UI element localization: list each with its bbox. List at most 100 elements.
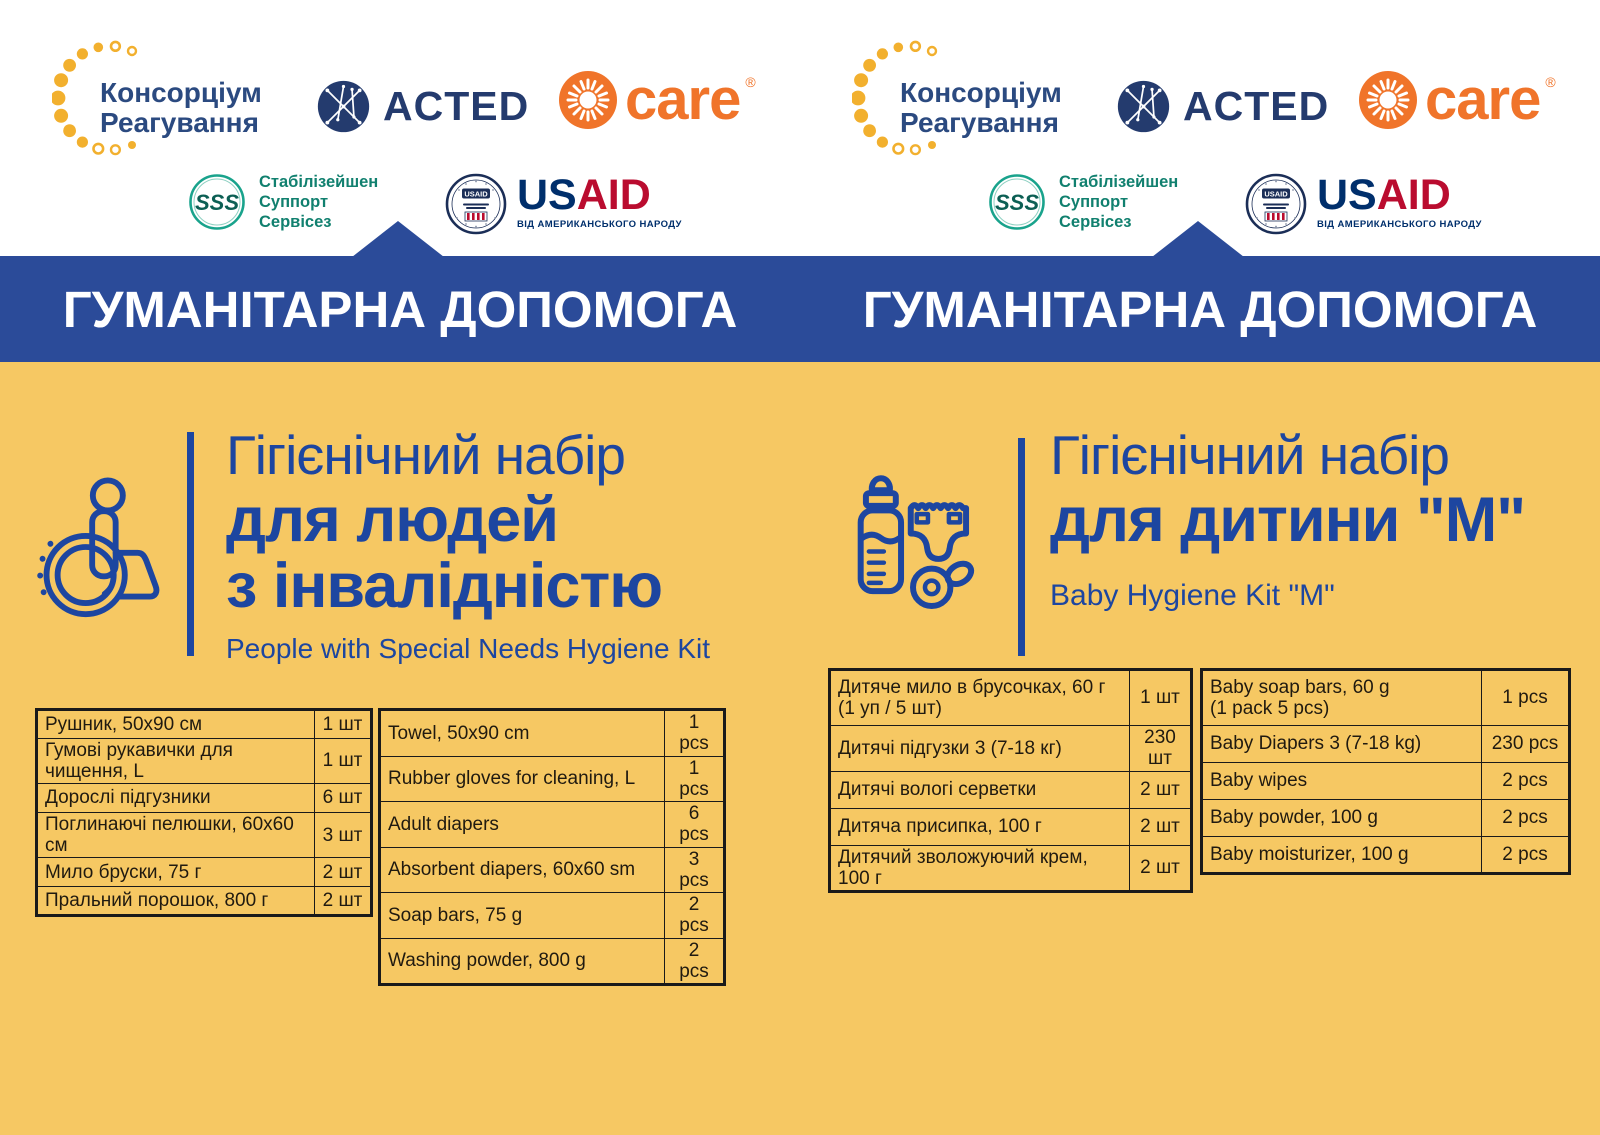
sss-ring-icon — [189, 174, 245, 230]
logo-band: Консорціум Реагування ACTED care ® Стабі… — [800, 0, 1600, 256]
item-qty-ua: 2 шт — [1129, 844, 1192, 893]
usaid-logo: USAID ВІД АМЕРИКАНСЬКОГО НАРОДУ — [444, 172, 682, 236]
wheelchair-icon — [33, 472, 167, 622]
usaid-seal-icon — [1245, 173, 1307, 235]
care-wordmark: care — [1425, 67, 1541, 132]
care-hands-icon — [1357, 69, 1419, 131]
item-qty-ua: 1 шт — [1129, 669, 1192, 726]
usaid-wordmark: USAID — [1317, 171, 1451, 219]
item-qty-ua: 3 шт — [314, 811, 372, 859]
sss-line2: Суппорт — [259, 193, 329, 211]
item-name-ua: Рушник, 50х90 см — [36, 709, 315, 739]
acted-wordmark: ACTED — [1183, 82, 1330, 129]
item-qty-ua: 1 шт — [314, 737, 372, 785]
consortium-reaguvannya-logo: Консорціум Реагування — [52, 16, 312, 176]
item-qty-en: 1 pcs — [664, 709, 725, 757]
table-row: Дорослі підгузники 6 шт — [36, 783, 372, 813]
item-name-en: Baby Diapers 3 (7-18 kg) — [1201, 725, 1482, 763]
kit-title-line3: з інвалідністю — [226, 551, 663, 621]
item-qty-en: 6 pcs — [664, 801, 725, 848]
consortium-line2: Реагування — [900, 107, 1059, 138]
item-qty-en: 230 pcs — [1481, 725, 1570, 763]
care-registered-mark: ® — [1545, 74, 1556, 90]
usaid-tagline: ВІД АМЕРИКАНСЬКОГО НАРОДУ — [517, 219, 682, 230]
care-logo: care ® — [1356, 64, 1556, 136]
table-row: Adult diapers 6 pcs — [379, 801, 725, 848]
item-qty-en: 1 pcs — [1481, 669, 1570, 726]
item-name-en: Adult diapers — [379, 801, 665, 848]
sss-line1: Стабілізейшен — [259, 173, 379, 191]
panel-baby-kit-m: Консорціум Реагування ACTED care ® Стабі… — [800, 0, 1600, 1135]
item-qty-en: 2 pcs — [664, 892, 725, 939]
item-name-ua: Дорослі підгузники — [36, 783, 315, 813]
table-row: Towel, 50x90 cm 1 pcs — [379, 709, 725, 757]
panel-special-needs-kit: Консорціум Реагування ACTED care ® Стабі… — [0, 16, 800, 1135]
table-row: Дитячі вологі серветки 2 шт — [829, 770, 1192, 809]
sss-ring-icon — [989, 174, 1045, 230]
item-qty-ua: 1 шт — [314, 709, 372, 739]
item-name-ua: Мило бруски, 75 г — [36, 857, 315, 888]
acted-globe-icon — [316, 79, 371, 133]
item-qty-en: 3 pcs — [664, 846, 725, 894]
item-name-ua: Дитяче мило в брусочках, 60 г (1 уп / 5 … — [829, 669, 1130, 726]
sss-logo: Стабілізейшен Суппорт Сервісез — [988, 172, 1178, 232]
kit-subtitle-en: Baby Hygiene Kit "M" — [1050, 579, 1335, 612]
care-logo: care ® — [556, 64, 756, 136]
item-name-ua: Пральний порошок, 800 г — [36, 886, 315, 916]
item-qty-ua: 230 шт — [1129, 725, 1192, 772]
kit-title-line2: для дитини "М" — [1050, 485, 1526, 555]
item-qty-ua: 2 шт — [1129, 807, 1192, 846]
item-name-en: Washing powder, 800 g — [379, 937, 665, 986]
item-qty-en: 2 pcs — [664, 937, 725, 986]
contents-table-en: Towel, 50x90 cm 1 pcs Rubber gloves for c… — [378, 708, 726, 987]
care-registered-mark: ® — [745, 74, 756, 90]
item-qty-en: 2 pcs — [1481, 799, 1570, 837]
usaid-logo: USAID ВІД АМЕРИКАНСЬКОГО НАРОДУ — [1244, 172, 1482, 236]
usaid-tagline: ВІД АМЕРИКАНСЬКОГО НАРОДУ — [1317, 219, 1482, 230]
table-row: Baby wipes 2 pcs — [1201, 762, 1570, 800]
usaid-seal-icon — [445, 173, 507, 235]
care-wordmark: care — [625, 67, 741, 132]
usaid-wordmark: USAID — [517, 171, 651, 219]
contents-table-ua: Дитяче мило в брусочках, 60 г (1 уп / 5 … — [828, 668, 1193, 894]
item-name-en: Baby soap bars, 60 g (1 pack 5 pcs) — [1201, 669, 1482, 726]
banner-band: ГУМАНІТАРНА ДОПОМОГА — [800, 221, 1600, 362]
sss-logo-text: Стабілізейшен Суппорт Сервісез — [259, 172, 378, 232]
item-name-en: Baby wipes — [1201, 762, 1482, 800]
item-name-ua: Дитячі вологі серветки — [829, 770, 1130, 809]
item-name-en: Baby powder, 100 g — [1201, 799, 1482, 837]
title-divider — [1018, 438, 1025, 656]
table-row: Поглинаючі пелюшки, 60х60 см 3 шт — [36, 811, 372, 859]
consortium-logo-text: Консорціум Реагування — [900, 78, 1062, 138]
item-name-en: Rubber gloves for cleaning, L — [379, 755, 665, 803]
care-hands-icon — [557, 69, 619, 131]
item-qty-ua: 6 шт — [314, 783, 372, 813]
consortium-line1: Консорціум — [100, 77, 262, 108]
sss-logo: Стабілізейшен Суппорт Сервісез — [188, 172, 378, 232]
item-name-en: Towel, 50x90 cm — [379, 709, 665, 757]
banner-notch-triangle — [352, 221, 444, 257]
banner-band: ГУМАНІТАРНА ДОПОМОГА — [0, 221, 800, 362]
acted-logo: ACTED — [315, 76, 529, 136]
item-name-ua: Дитячі підгузки 3 (7-18 кг) — [829, 725, 1130, 772]
consortium-line1: Консорціум — [900, 77, 1062, 108]
kit-title-line1: Гігієнічний набір — [226, 424, 626, 486]
item-qty-en: 1 pcs — [664, 755, 725, 803]
consortium-line2: Реагування — [100, 107, 259, 138]
item-name-en: Absorbent diapers, 60x60 sm — [379, 846, 665, 894]
usaid-logo-text: USAID ВІД АМЕРИКАНСЬКОГО НАРОДУ — [517, 172, 682, 230]
item-name-en: Soap bars, 75 g — [379, 892, 665, 939]
item-name-ua: Поглинаючі пелюшки, 60х60 см — [36, 811, 315, 859]
item-qty-ua: 2 шт — [314, 886, 372, 916]
banner-title: ГУМАНІТАРНА ДОПОМОГА — [62, 280, 738, 338]
item-qty-en: 2 pcs — [1481, 762, 1570, 800]
